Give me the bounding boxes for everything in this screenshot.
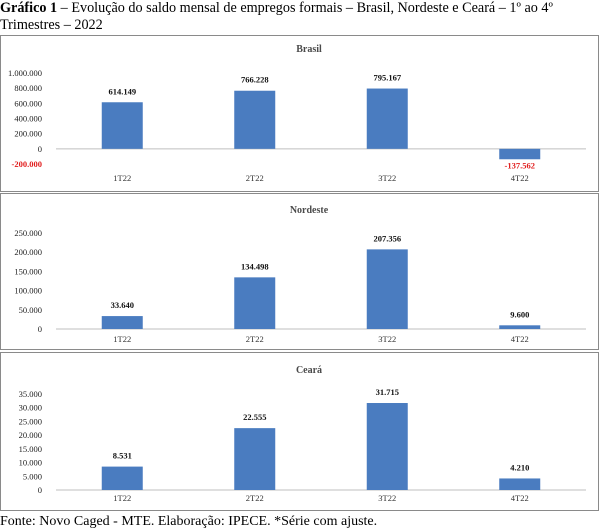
y-tick-label: 150.000 (14, 266, 42, 276)
bar-2t22 (234, 90, 276, 149)
data-label: 614.149 (108, 86, 136, 96)
bar-4t22 (499, 148, 541, 160)
y-tick-label: 20.000 (19, 430, 42, 440)
bar-3t22 (366, 88, 408, 149)
data-label: 33.640 (111, 300, 134, 310)
chart-panel-nordeste: Nordeste 0 50.000 100.000 150.000 200.000 250.… (0, 193, 599, 350)
category-label: 2T22 (246, 493, 264, 503)
data-label: 31.715 (376, 387, 399, 397)
source-note: Fonte: Novo Caged - MTE. Elaboração: IPE… (0, 514, 378, 529)
category-label: 3T22 (378, 334, 396, 344)
chart-title-nordeste: Nordeste (290, 205, 329, 216)
y-tick-label: 400.000 (14, 114, 42, 124)
data-label: 766.228 (241, 75, 269, 85)
data-label: 4.210 (510, 462, 529, 472)
category-label: 1T22 (113, 334, 131, 344)
y-tick-label: 30.000 (19, 403, 42, 413)
data-label: 22.555 (243, 412, 266, 422)
category-label: 3T22 (378, 173, 396, 183)
chart-panel-brasil: Brasil -200.000 0 200.000 400.000 600.000 800.… (0, 35, 599, 192)
y-tick-label: 100.000 (14, 286, 42, 296)
bar-2t22 (234, 277, 276, 329)
data-label: 134.498 (241, 261, 269, 271)
data-label: -137.562 (505, 160, 535, 170)
category-label: 2T22 (246, 334, 264, 344)
y-tick-label: 1.000.000 (8, 68, 42, 78)
y-tick-label: 200.000 (14, 129, 42, 139)
category-label: 1T22 (113, 173, 131, 183)
data-label: 207.356 (373, 233, 401, 243)
y-tick-label: -200.000 (12, 159, 42, 169)
y-tick-label: 0 (38, 324, 42, 334)
data-label: 8.531 (113, 451, 132, 461)
category-label: 1T22 (113, 493, 131, 503)
category-label: 4T22 (511, 334, 529, 344)
figure-title: Gráfico 1 – Evolução do saldo mensal de … (0, 0, 599, 34)
chart-title-ceara: Ceará (296, 365, 322, 376)
y-tick-label: 800.000 (14, 83, 42, 93)
chart-ceara: Ceará 0 5.000 10.000 15.000 20.000 25.000 30.00… (19, 365, 586, 503)
bar-2t22 (234, 428, 276, 490)
bar-4t22 (499, 478, 541, 490)
bar-4t22 (499, 325, 541, 329)
bar-1t22 (101, 466, 143, 490)
chart-brasil: Brasil -200.000 0 200.000 400.000 600.000 800.… (8, 44, 586, 183)
category-label: 4T22 (511, 493, 529, 503)
y-tick-label: 250.000 (14, 228, 42, 238)
bar-3t22 (366, 249, 408, 329)
data-label: 795.167 (373, 73, 401, 83)
y-tick-label: 0 (38, 485, 42, 495)
bar-1t22 (101, 102, 143, 149)
y-tick-label: 25.000 (19, 416, 42, 426)
figure-title-bold: Gráfico 1 (0, 0, 58, 16)
y-tick-label: 200.000 (14, 247, 42, 257)
chart-nordeste: Nordeste 0 50.000 100.000 150.000 200.000 250.… (14, 205, 586, 344)
data-label: 9.600 (510, 309, 529, 319)
y-tick-label: 10.000 (19, 458, 42, 468)
y-tick-label: 600.000 (14, 98, 42, 108)
y-tick-label: 35.000 (19, 389, 42, 399)
y-tick-label: 50.000 (19, 305, 42, 315)
y-tick-label: 0 (38, 144, 42, 154)
category-label: 3T22 (378, 493, 396, 503)
category-label: 4T22 (511, 173, 529, 183)
figure-title-text: – Evolução do saldo mensal de empregos f… (0, 0, 553, 33)
chart-panel-ceara: Ceará 0 5.000 10.000 15.000 20.000 25.000 30.00… (0, 352, 599, 511)
chart-title-brasil: Brasil (296, 44, 322, 55)
bar-1t22 (101, 316, 143, 329)
category-label: 2T22 (246, 173, 264, 183)
y-tick-label: 5.000 (23, 471, 42, 481)
y-tick-label: 15.000 (19, 444, 42, 454)
bar-3t22 (366, 403, 408, 490)
